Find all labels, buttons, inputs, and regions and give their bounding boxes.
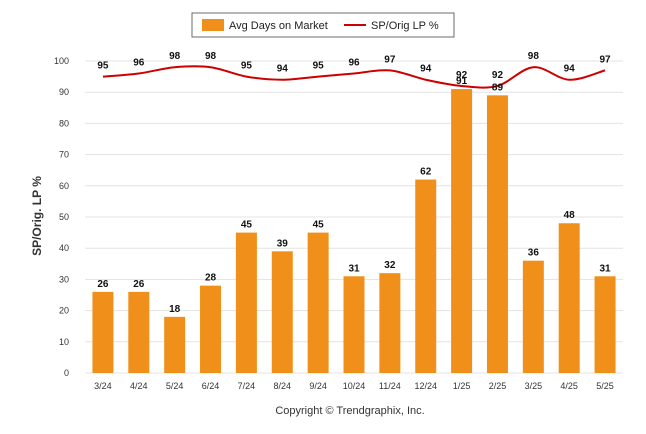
legend: Avg Days on Market SP/Orig LP %: [191, 12, 455, 38]
x-tick-label: 4/24: [130, 381, 148, 391]
line-value-label: 94: [277, 64, 289, 75]
line-value-label: 94: [420, 64, 432, 75]
bar-value-label: 89: [492, 82, 504, 93]
x-tick-label: 10/24: [343, 381, 366, 391]
x-tick-label: 12/24: [414, 381, 437, 391]
x-tick-label: 5/25: [596, 381, 614, 391]
bar: [594, 276, 616, 373]
y-tick-label: 10: [59, 337, 69, 347]
bar-value-label: 26: [97, 279, 109, 290]
x-axis-ticks: 3/24 4/24 5/24 6/24 7/24 8/24 9/24 10/24 11/24 12…: [94, 381, 614, 391]
x-tick-label: 1/25: [453, 381, 471, 391]
copyright-text: Copyright © Trendgraphix, Inc.: [275, 405, 424, 417]
bar: [415, 179, 437, 373]
bar: [451, 89, 473, 373]
line-value-label: 92: [456, 70, 468, 81]
bar-value-label: 28: [205, 273, 217, 284]
bar-value-label: 32: [384, 260, 396, 271]
y-tick-label: 20: [59, 306, 69, 316]
line-value-label: 95: [241, 61, 253, 72]
y-tick-label: 60: [59, 181, 69, 191]
line-value-label: 98: [528, 51, 540, 62]
legend-bar-swatch: [202, 19, 224, 31]
line-value-label: 94: [564, 64, 576, 75]
line-value-label: 92: [492, 70, 504, 81]
bar-value-label: 48: [564, 210, 576, 221]
bar-value-label: 45: [241, 220, 253, 231]
line-value-label: 96: [348, 57, 360, 68]
bar: [343, 276, 365, 373]
line-series: [102, 65, 606, 89]
bar: [128, 291, 150, 373]
bar-value-label: 31: [348, 263, 360, 274]
bar-value-label: 45: [313, 220, 325, 231]
bar-value-label: 39: [277, 238, 289, 249]
x-tick-label: 3/25: [525, 381, 543, 391]
legend-label-bar: Avg Days on Market: [229, 20, 328, 32]
x-tick-label: 9/24: [309, 381, 327, 391]
bar: [522, 260, 544, 373]
bar-value-label: 62: [420, 167, 432, 178]
x-tick-label: 3/24: [94, 381, 112, 391]
bar-value-label: 36: [528, 248, 540, 259]
x-tick-label: 4/25: [560, 381, 578, 391]
data-labels: 26 26 18 28 45 39 45 31 32 62 91 89 36 48 31 95 96 98 98 95…: [97, 51, 611, 315]
y-tick-label: 80: [59, 118, 69, 128]
bar: [271, 251, 293, 373]
y-tick-label: 40: [59, 243, 69, 253]
bar: [307, 232, 329, 373]
bar: [235, 232, 257, 373]
line-value-label: 97: [384, 54, 396, 65]
y-tick-label: 0: [64, 368, 69, 378]
bar-value-label: 91: [456, 76, 468, 87]
y-axis-title: SP/Orig. LP %: [30, 176, 44, 256]
bar: [558, 223, 580, 373]
x-tick-label: 8/24: [274, 381, 292, 391]
line-value-label: 98: [169, 51, 181, 62]
bar-value-label: 26: [133, 279, 145, 290]
line-value-label: 97: [600, 54, 612, 65]
bar: [92, 291, 114, 373]
legend-box: [191, 12, 455, 38]
line-value-label: 98: [205, 51, 217, 62]
bar: [486, 95, 508, 373]
x-tick-label: 5/24: [166, 381, 184, 391]
x-tick-label: 6/24: [202, 381, 220, 391]
y-tick-label: 50: [59, 212, 69, 222]
bar: [200, 285, 222, 373]
line-path: [102, 65, 606, 89]
line-value-label: 95: [97, 61, 109, 72]
bar-value-label: 18: [169, 304, 181, 315]
y-axis-ticks: 0 10 20 30 40 50 60 70 80 90 100: [54, 56, 69, 378]
bar: [379, 273, 401, 373]
x-tick-label: 2/25: [489, 381, 507, 391]
y-tick-label: 30: [59, 274, 69, 284]
legend-label-line: SP/Orig LP %: [371, 20, 439, 32]
line-value-label: 96: [133, 57, 145, 68]
y-tick-label: 90: [59, 87, 69, 97]
y-tick-label: 100: [54, 56, 69, 66]
bar: [164, 316, 186, 373]
x-tick-label: 11/24: [379, 381, 401, 391]
bar-value-label: 31: [600, 263, 612, 274]
x-tick-label: 7/24: [238, 381, 256, 391]
y-tick-label: 70: [59, 150, 69, 160]
bars: [92, 89, 616, 373]
line-value-label: 95: [313, 61, 325, 72]
